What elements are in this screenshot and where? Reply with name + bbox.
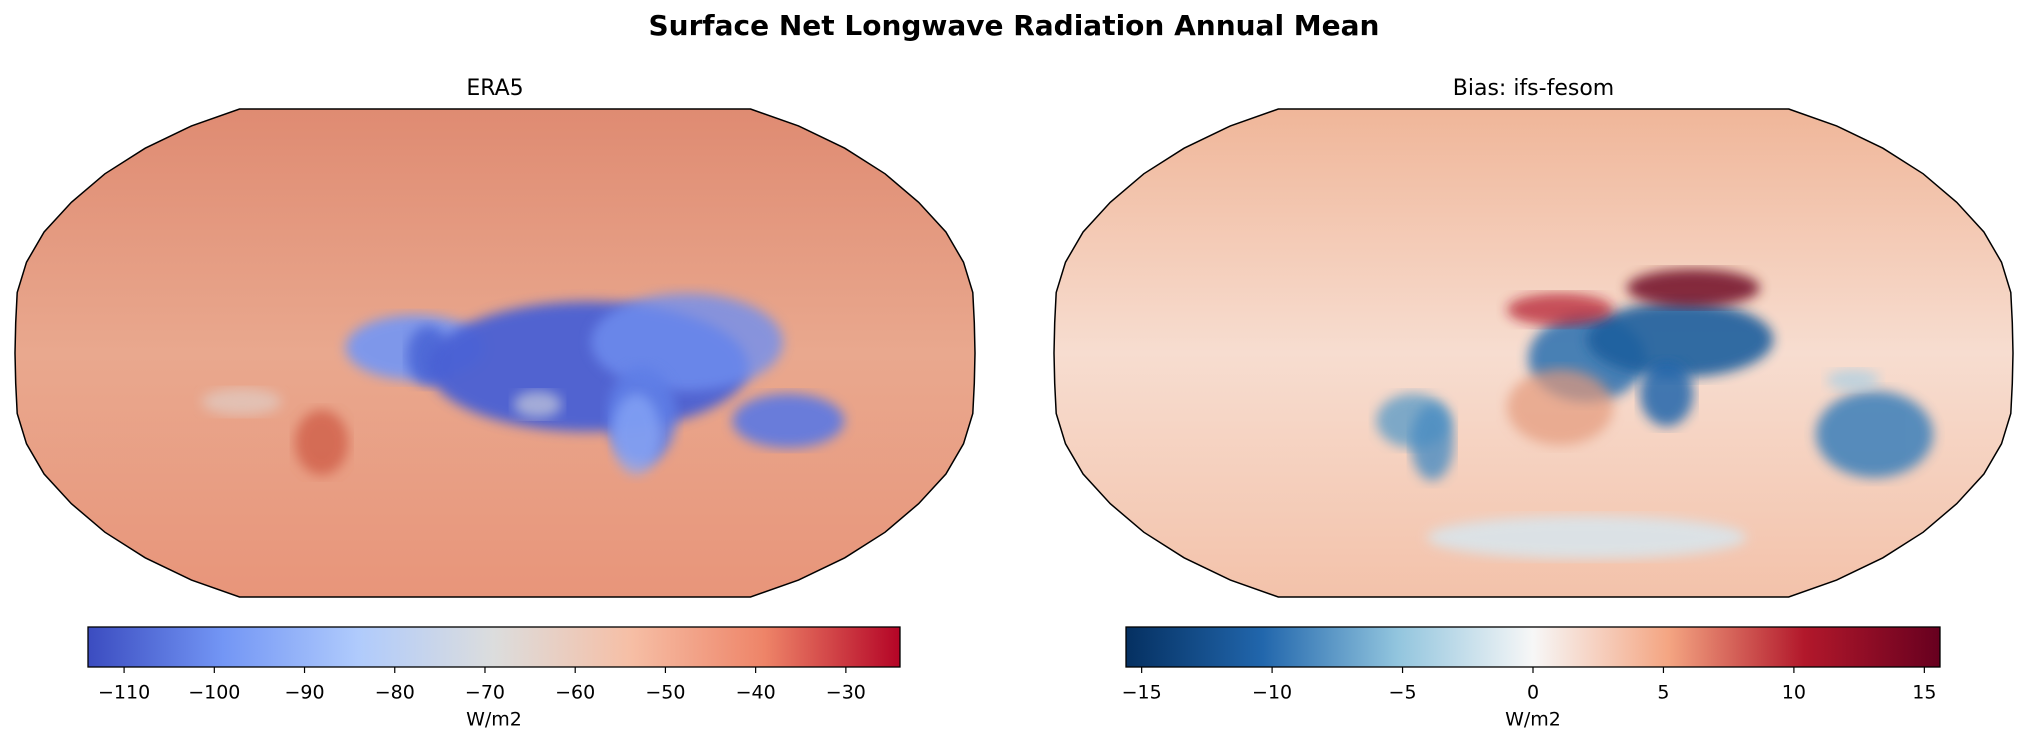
colorbar-tick-label: −5	[1389, 682, 1417, 704]
map-region	[1506, 369, 1614, 446]
map-region	[1826, 369, 1880, 391]
colorbar-tick-label: 0	[1527, 682, 1539, 704]
colorbar-tick-label: −80	[375, 682, 415, 704]
colorbar-label: W/m2	[466, 709, 522, 731]
colorbar-tick-label: −50	[645, 682, 685, 704]
map-border	[1053, 108, 2014, 598]
map-region	[201, 388, 282, 416]
colorbar-tick-label: −70	[465, 682, 505, 704]
map-region	[732, 393, 845, 448]
map-region	[295, 409, 349, 475]
map-region	[1640, 361, 1694, 427]
colorbar	[87, 626, 901, 668]
colorbar-tick-label: 5	[1657, 682, 1669, 704]
colorbar-tick-label: −110	[98, 682, 150, 704]
map-region	[1586, 301, 1774, 378]
colorbar-tick-label: −40	[736, 682, 776, 704]
figure-title: Surface Net Longwave Radiation Annual Me…	[649, 9, 1380, 42]
map-border	[14, 108, 976, 598]
colorbar-tick-label: −100	[188, 682, 240, 704]
colorbar-tick-label: −10	[1252, 682, 1292, 704]
map-region	[1506, 293, 1614, 326]
colorbar-tick-label: −60	[555, 682, 595, 704]
map-region	[1815, 390, 1934, 478]
map-region	[612, 393, 661, 476]
colorbar-tick-label: −15	[1122, 682, 1162, 704]
map	[15, 109, 975, 597]
colorbar-tick-label: −30	[826, 682, 866, 704]
colorbar-label: W/m2	[1505, 709, 1561, 731]
map-region	[1426, 515, 1747, 560]
map-region	[591, 293, 783, 391]
map-region	[1410, 404, 1454, 481]
colorbar-tick-label: −90	[284, 682, 324, 704]
map-region	[1626, 268, 1760, 307]
colorbar-tick-label: 15	[1912, 682, 1936, 704]
panel-title: ERA5	[466, 76, 523, 101]
panel-title: Bias: ifs-fesom	[1453, 76, 1614, 101]
map-region	[513, 390, 562, 419]
map	[1054, 109, 2013, 597]
colorbar-tick-label: 10	[1782, 682, 1806, 704]
colorbar	[1125, 626, 1941, 668]
